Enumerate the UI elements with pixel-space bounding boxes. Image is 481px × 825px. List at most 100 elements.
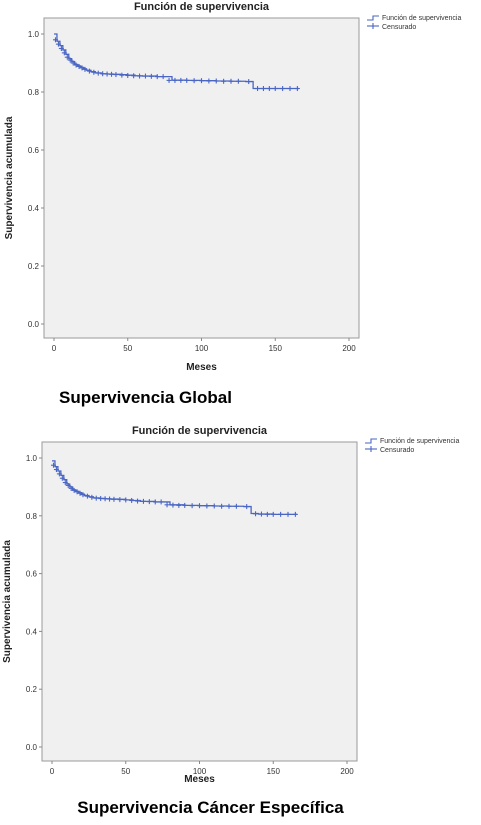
x-tick-label: 50: [123, 344, 132, 353]
censor-mark: [137, 73, 143, 79]
censor-mark: [199, 78, 204, 84]
chart-panel-global: Función de supervivencia 0.0 0.2 0.4 0.6 0.8 1…: [0, 0, 481, 410]
censor-mark: [79, 65, 85, 71]
censor-mark: [61, 50, 67, 56]
censor-mark: [109, 71, 115, 77]
censor-mark: [182, 502, 188, 508]
y-axis-label: Supervivencia acumulada: [4, 116, 15, 239]
censor-mark: [104, 71, 110, 77]
censor-mark: [71, 487, 77, 493]
censor-mark: [113, 72, 119, 78]
censor-mark: [56, 471, 62, 477]
censor-mark: [82, 66, 88, 72]
censor-mark: [80, 492, 86, 498]
chart-title: Función de supervivencia: [134, 1, 270, 13]
y-tick-label: 0.2: [26, 685, 38, 694]
censor-mark: [264, 511, 270, 517]
censor-mark: [280, 86, 286, 92]
x-axis-label: Meses: [184, 774, 215, 785]
y-tick-label: 0.0: [28, 320, 40, 329]
censor-mark: [226, 503, 232, 509]
x-tick-label: 150: [269, 344, 283, 353]
legend-entry-survival: Función de supervivencia: [380, 438, 459, 445]
censor-mark: [272, 86, 278, 92]
censor-mark: [228, 78, 234, 84]
legend-line-icon: [367, 15, 379, 21]
censor-mark: [146, 499, 152, 505]
survival-chart-global: Función de supervivencia 0.0 0.2 0.4 0.6 0.8 1…: [4, 1, 461, 373]
censor-mark: [95, 70, 101, 76]
chart-title: Función de supervivencia: [132, 425, 268, 437]
y-tick-label: 0.8: [26, 512, 38, 521]
censor-mark: [176, 502, 182, 508]
censor-mark: [131, 73, 137, 79]
y-tick-label: 0.4: [28, 204, 40, 213]
censor-mark: [89, 494, 95, 500]
censor-mark: [178, 77, 184, 83]
censor-mark: [191, 78, 197, 84]
censor-mark: [221, 78, 227, 84]
censor-mark: [52, 37, 58, 43]
censor-mark: [206, 78, 212, 84]
legend-entry-survival: Función de supervivencia: [382, 15, 461, 22]
x-tick-label: 100: [195, 344, 209, 353]
censor-mark: [266, 86, 272, 92]
censor-mark: [246, 79, 252, 85]
censor-mark: [160, 74, 166, 80]
plot-area: [41, 441, 358, 762]
censor-mark: [170, 502, 176, 508]
censor-mark: [65, 482, 71, 488]
y-tick-label: 0.2: [28, 262, 40, 271]
legend-entry-censored: Censurado: [382, 24, 416, 31]
censor-mark: [184, 77, 190, 83]
censor-mark: [270, 511, 276, 517]
censor-mark: [244, 504, 250, 510]
censor-mark: [278, 511, 284, 517]
censor-mark: [62, 480, 68, 486]
censor-mark: [91, 69, 97, 75]
y-tick-label: 1.0: [26, 454, 38, 463]
y-tick-label: 0.6: [28, 146, 40, 155]
chart-caption-global: Supervivencia Global: [59, 388, 232, 407]
censor-mark: [64, 54, 70, 60]
censor-mark: [294, 86, 300, 92]
censor-mark: [70, 60, 76, 66]
censor-mark: [285, 511, 291, 517]
chart-caption-cancer: Supervivencia Cáncer Específica: [77, 798, 344, 817]
censor-mark: [164, 502, 170, 508]
x-tick-label: 0: [50, 767, 55, 776]
censor-mark: [117, 497, 123, 503]
censor-mark: [255, 86, 261, 92]
y-tick-label: 0.0: [26, 743, 38, 752]
censor-mark: [111, 496, 117, 502]
censor-mark: [53, 467, 59, 473]
censor-mark: [76, 63, 82, 69]
censor-mark: [253, 511, 259, 517]
x-tick-label: 100: [193, 767, 207, 776]
censor-mark: [211, 503, 217, 509]
censor-mark: [152, 499, 158, 505]
y-axis-label: Supervivencia acumulada: [2, 540, 13, 663]
censor-mark: [135, 498, 141, 504]
censor-mark: [142, 73, 148, 79]
censor-mark: [125, 72, 131, 78]
censor-mark: [189, 503, 195, 509]
y-tick-label: 1.0: [28, 30, 40, 39]
censor-mark: [154, 74, 160, 80]
censor-mark: [119, 72, 125, 78]
censor-mark: [100, 71, 106, 77]
censor-mark: [73, 62, 79, 68]
censor-mark: [197, 503, 202, 509]
censor-mark: [67, 57, 73, 63]
censor-mark: [235, 78, 241, 84]
x-tick-label: 0: [52, 344, 57, 353]
censor-mark: [148, 73, 154, 79]
legend-entry-censored: Censurado: [380, 447, 414, 454]
censor-mark: [233, 503, 239, 509]
censor-mark: [98, 495, 104, 501]
censor-mark: [129, 497, 135, 503]
censor-mark: [107, 496, 113, 502]
chart-panel-cancer: Función de supervivencia 0.0 0.2 0.4 0.6 0.8 1…: [0, 420, 481, 825]
censor-mark: [55, 41, 61, 47]
censor-mark: [58, 46, 64, 51]
